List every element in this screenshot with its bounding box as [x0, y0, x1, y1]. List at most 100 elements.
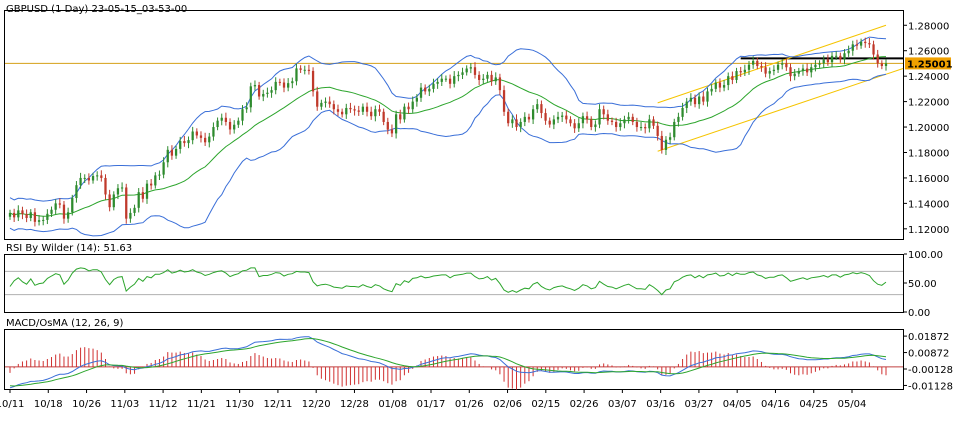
candle-bull [722, 85, 726, 88]
candle-bear [764, 67, 767, 74]
candle-bull [208, 136, 211, 143]
candle-bull [50, 209, 53, 214]
candle-bull [822, 59, 825, 64]
candle-bull [436, 81, 439, 84]
x-tick-label: 11/12 [149, 399, 178, 410]
candle-bear [756, 60, 759, 66]
candle-bear [656, 125, 659, 136]
candle-bear [478, 74, 481, 80]
candle-bear [257, 85, 261, 97]
price-tick-label: 1.26000 [908, 47, 949, 58]
macd-tick-label: -0.00128 [908, 365, 953, 376]
candle-bull [158, 174, 161, 176]
candle-bull [743, 69, 746, 73]
rsi-panel-frame [4, 254, 904, 313]
price-title: GBPUSD (1 Day) 23-05-15_03-53-00 [6, 4, 187, 15]
macd-tick-label: 0.00872 [908, 349, 949, 360]
candle-bear [299, 68, 302, 70]
candle-bull [772, 69, 776, 72]
candle-bull [266, 92, 269, 94]
candle-bull [241, 109, 244, 121]
candle-bear [872, 44, 875, 55]
candle-bull [233, 124, 236, 130]
candle-bull [133, 207, 136, 213]
x-tick-label: 03/16 [646, 399, 675, 410]
candle-bear [880, 63, 883, 66]
candle-bear [565, 115, 568, 120]
candle-bear [13, 212, 16, 218]
candle-bull [776, 64, 780, 70]
x-tick-label: 02/15 [531, 399, 560, 410]
rsi-tick-label: 50.00 [908, 279, 937, 290]
candle-bull [79, 177, 82, 186]
candle-bull [830, 55, 834, 63]
candle-bull [685, 101, 688, 108]
candle-bear [370, 111, 373, 117]
candle-bear [203, 137, 207, 143]
candle-bear [789, 67, 792, 77]
candle-bear [631, 116, 634, 122]
candle-bull [561, 115, 564, 117]
candle-bull [187, 140, 190, 144]
candle-bull [291, 81, 294, 84]
price-tick-label: 1.16000 [908, 174, 949, 185]
candle-bull [531, 109, 535, 120]
candle-bull [681, 107, 684, 117]
candle-bull [96, 175, 99, 177]
candle-bear [718, 82, 722, 88]
candle-bear [104, 177, 107, 195]
candle-bull [253, 85, 257, 87]
candle-bull [320, 102, 323, 107]
candle-bull [440, 78, 443, 82]
candle-bear [473, 67, 477, 75]
candle-bear [527, 116, 531, 120]
candle-bear [805, 68, 809, 73]
price-tick-label: 1.20000 [908, 123, 949, 134]
candle-bull [46, 213, 49, 220]
candle-bull [112, 194, 115, 208]
candle-bull [577, 123, 580, 129]
rsi-title: RSI By Wilder (14): 51.63 [6, 243, 132, 254]
candle-bull [66, 212, 70, 219]
candle-bull [453, 76, 456, 84]
candle-bull [17, 210, 20, 218]
candle-bull [511, 119, 514, 124]
x-tick-label: 11/21 [187, 399, 216, 410]
candle-bear [573, 123, 576, 129]
candle-bear [199, 135, 203, 138]
candle-bull [793, 73, 796, 77]
candle-bull [706, 91, 709, 102]
candle-bear [58, 203, 61, 205]
price-plot [5, 24, 904, 237]
x-tick-label: 05/04 [838, 399, 867, 410]
x-tick-label: 12/11 [263, 399, 292, 410]
price-tick-label: 1.12000 [908, 225, 949, 236]
candle-bull [29, 212, 32, 219]
candle-bull [428, 88, 431, 92]
price-panel: 1.28000 1.26000 1.24000 1.22000 1.20000 1.180… [4, 4, 953, 240]
rsi-plot [5, 267, 903, 296]
candle-bear [864, 41, 867, 44]
candle-bull [154, 175, 157, 186]
candle-bull [851, 44, 854, 51]
candle-bull [91, 176, 95, 181]
candle-bull [71, 198, 74, 213]
candle-bear [490, 74, 493, 82]
candle-bear [328, 101, 331, 105]
candle-bull [295, 68, 298, 82]
candle-bear [170, 149, 174, 156]
candle-bull [835, 55, 838, 57]
candle-bear [644, 127, 647, 129]
candle-bull [324, 101, 327, 103]
candle-bull [129, 212, 132, 219]
candle-bull [83, 177, 86, 179]
candle-bull [814, 64, 817, 68]
candle-bear [507, 111, 510, 124]
candle-bear [382, 111, 385, 122]
candle-bear [336, 109, 340, 112]
candle-bull [536, 104, 539, 110]
x-tick-label: 04/05 [723, 399, 752, 410]
candle-bear [353, 109, 356, 111]
candle-bull [287, 83, 290, 88]
